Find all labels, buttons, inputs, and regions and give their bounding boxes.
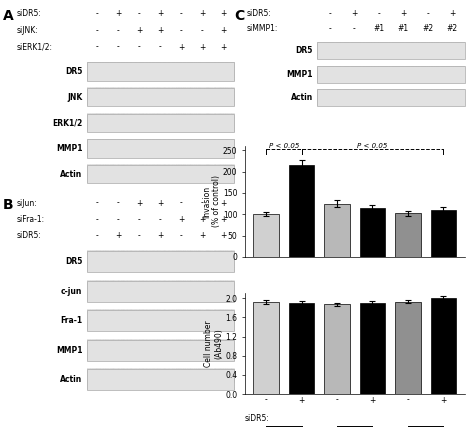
Text: -: - <box>426 9 429 18</box>
Bar <box>360 208 385 257</box>
Y-axis label: Cell number
(Ab490): Cell number (Ab490) <box>204 321 224 367</box>
Text: +: + <box>157 9 164 18</box>
Text: -: - <box>96 215 99 224</box>
Text: P < 0.05: P < 0.05 <box>357 143 388 149</box>
Text: -: - <box>117 198 119 208</box>
Text: DR5: DR5 <box>65 258 82 266</box>
Text: -: - <box>96 9 99 18</box>
Text: -: - <box>96 26 99 35</box>
Text: #2: #2 <box>422 24 433 33</box>
Text: +: + <box>157 26 164 35</box>
Bar <box>324 304 350 394</box>
Text: P < 0.05: P < 0.05 <box>269 143 299 149</box>
Bar <box>395 301 420 394</box>
Text: Fra-1: Fra-1 <box>60 316 82 325</box>
Text: Actin: Actin <box>291 93 313 102</box>
Text: DR5: DR5 <box>65 67 82 76</box>
Y-axis label: Invasion
(% of control): Invasion (% of control) <box>202 176 221 227</box>
Bar <box>289 303 314 394</box>
Text: +: + <box>449 9 456 18</box>
Text: +: + <box>136 198 143 208</box>
Text: -: - <box>96 42 99 52</box>
Text: -: - <box>201 198 204 208</box>
Bar <box>254 302 279 394</box>
Text: -: - <box>117 26 119 35</box>
Text: siDR5:: siDR5: <box>245 414 270 424</box>
Text: A: A <box>3 9 14 23</box>
Text: -: - <box>180 198 182 208</box>
Bar <box>254 214 279 257</box>
Text: C: C <box>234 9 244 23</box>
Text: +: + <box>220 26 227 35</box>
Text: #2: #2 <box>447 24 458 33</box>
Bar <box>289 165 314 257</box>
Text: -: - <box>96 231 99 240</box>
Text: siJNK:: siJNK: <box>17 26 38 35</box>
Bar <box>324 204 350 257</box>
Text: ERK1/2: ERK1/2 <box>52 118 82 127</box>
Text: Actin: Actin <box>60 170 82 179</box>
Bar <box>430 298 456 394</box>
Text: +: + <box>220 231 227 240</box>
Bar <box>360 303 385 394</box>
Text: -: - <box>201 26 204 35</box>
Text: Actin: Actin <box>60 375 82 384</box>
Text: -: - <box>159 42 162 52</box>
Text: +: + <box>400 9 406 18</box>
Text: MMP1: MMP1 <box>56 144 82 153</box>
Text: -: - <box>117 215 119 224</box>
Text: #1: #1 <box>373 24 384 33</box>
Text: -: - <box>377 9 380 18</box>
Text: +: + <box>220 215 227 224</box>
Text: +: + <box>199 231 206 240</box>
Text: -: - <box>328 9 331 18</box>
Text: siMMP1:: siMMP1: <box>247 24 278 33</box>
Text: siDR5:: siDR5: <box>247 9 272 18</box>
Text: +: + <box>178 215 184 224</box>
Text: +: + <box>115 231 121 240</box>
Text: +: + <box>199 9 206 18</box>
Text: +: + <box>115 9 121 18</box>
Text: +: + <box>157 198 164 208</box>
Text: +: + <box>220 198 227 208</box>
Text: c-jun: c-jun <box>61 287 82 296</box>
Text: -: - <box>353 24 356 33</box>
Text: +: + <box>199 42 206 52</box>
Text: -: - <box>117 42 119 52</box>
Bar <box>395 213 420 257</box>
Text: +: + <box>157 231 164 240</box>
Text: +: + <box>220 9 227 18</box>
Text: siDR5:: siDR5: <box>17 9 41 18</box>
Text: -: - <box>328 24 331 33</box>
Text: siJun:: siJun: <box>17 198 37 208</box>
Text: -: - <box>159 215 162 224</box>
Text: -: - <box>138 42 141 52</box>
Text: -: - <box>180 26 182 35</box>
Text: +: + <box>199 215 206 224</box>
Text: -: - <box>138 215 141 224</box>
Text: +: + <box>178 42 184 52</box>
Bar <box>430 210 456 257</box>
Text: siDR5:: siDR5: <box>17 231 41 240</box>
Text: -: - <box>138 231 141 240</box>
Text: -: - <box>180 9 182 18</box>
Text: +: + <box>220 42 227 52</box>
Text: -: - <box>180 231 182 240</box>
Text: #1: #1 <box>398 24 409 33</box>
Text: +: + <box>136 26 143 35</box>
Text: -: - <box>96 198 99 208</box>
Text: siFra-1:: siFra-1: <box>17 215 45 224</box>
Text: -: - <box>138 9 141 18</box>
Text: DR5: DR5 <box>296 46 313 55</box>
Text: B: B <box>3 198 14 212</box>
Text: siERK1/2:: siERK1/2: <box>17 42 53 52</box>
Text: MMP1: MMP1 <box>286 70 313 79</box>
Text: JNK: JNK <box>67 93 82 102</box>
Text: MMP1: MMP1 <box>56 346 82 355</box>
Text: +: + <box>351 9 357 18</box>
